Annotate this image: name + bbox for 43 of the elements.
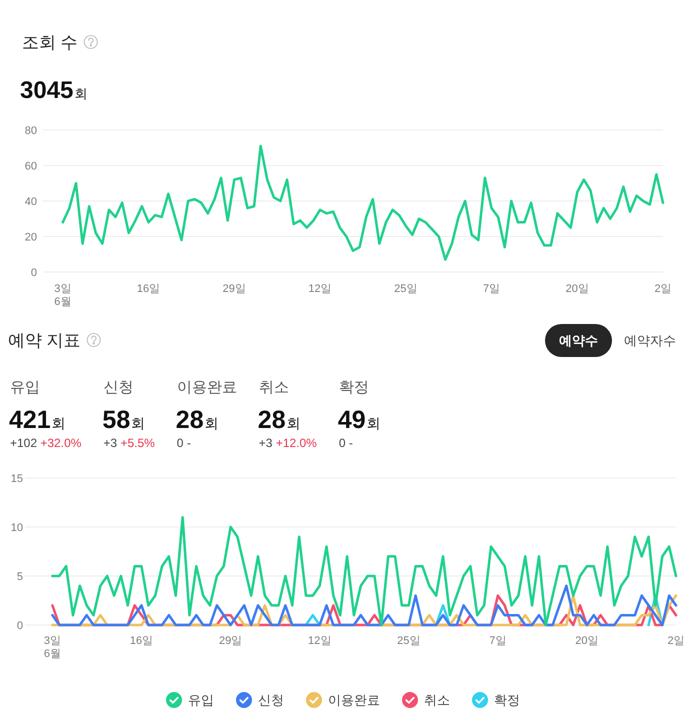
y-tick-label: 60 — [24, 160, 37, 172]
y-tick-label: 0 — [16, 620, 23, 632]
toggle-button-active: 예약수 — [545, 324, 612, 357]
x-tick-label: 3일 6월 — [44, 635, 61, 660]
legend-label: 유입 — [188, 692, 214, 708]
stat: 취소 28회 +3 +12.0% — [258, 379, 317, 450]
y-tick-label: 80 — [24, 125, 37, 137]
x-tick-label: 25일 — [397, 635, 420, 647]
line-series — [62, 144, 664, 261]
chart-subtitle: 3045회 — [20, 77, 88, 104]
stat: 신청 58회 +3 +5.5% — [102, 379, 155, 450]
x-tick-label: 12일 — [308, 283, 332, 295]
legend-label: 취소 — [424, 692, 450, 708]
x-tick-label: 29일 — [222, 283, 246, 295]
y-tick-label: 20 — [24, 232, 37, 244]
text: 예약 지표 — [8, 331, 81, 350]
y-tick-label: 15 — [10, 473, 23, 485]
legend-label: 확정 — [494, 692, 520, 708]
x-tick-label: 25일 — [394, 283, 418, 295]
x-tick-label: 3일 6월 — [54, 283, 72, 308]
x-tick-label: 29일 — [218, 635, 242, 647]
x-tick-label: 7일 — [482, 283, 500, 295]
stat: 유입 421회 +102 +32.0% — [9, 379, 82, 450]
chart-title: 조회 수 — [22, 33, 78, 52]
x-tick-label: 2일 — [667, 635, 685, 647]
x-tick-label: 16일 — [136, 283, 160, 295]
y-tick-label: 40 — [24, 196, 37, 208]
legend-label: 신청 — [258, 692, 284, 708]
y-tick-label: 5 — [16, 571, 23, 583]
x-tick-label: 20일 — [566, 283, 589, 295]
legend-label: 이용완료 — [328, 692, 380, 708]
x-tick-label: 16일 — [130, 635, 154, 647]
y-tick-label: 10 — [10, 522, 23, 534]
x-tick-label: 7일 — [489, 635, 506, 647]
line-series — [51, 584, 678, 626]
x-tick-label: 2일 — [654, 283, 672, 295]
line-series — [51, 516, 678, 626]
x-tick-label: 20일 — [575, 635, 599, 647]
stat: 확정 49회 0 - — [338, 379, 381, 450]
x-tick-label: 12일 — [308, 635, 332, 647]
stat: 이용완료 28회 0 - — [176, 379, 237, 450]
y-tick-label: 0 — [30, 267, 37, 279]
toggle-option: 예약자수 — [624, 333, 676, 348]
